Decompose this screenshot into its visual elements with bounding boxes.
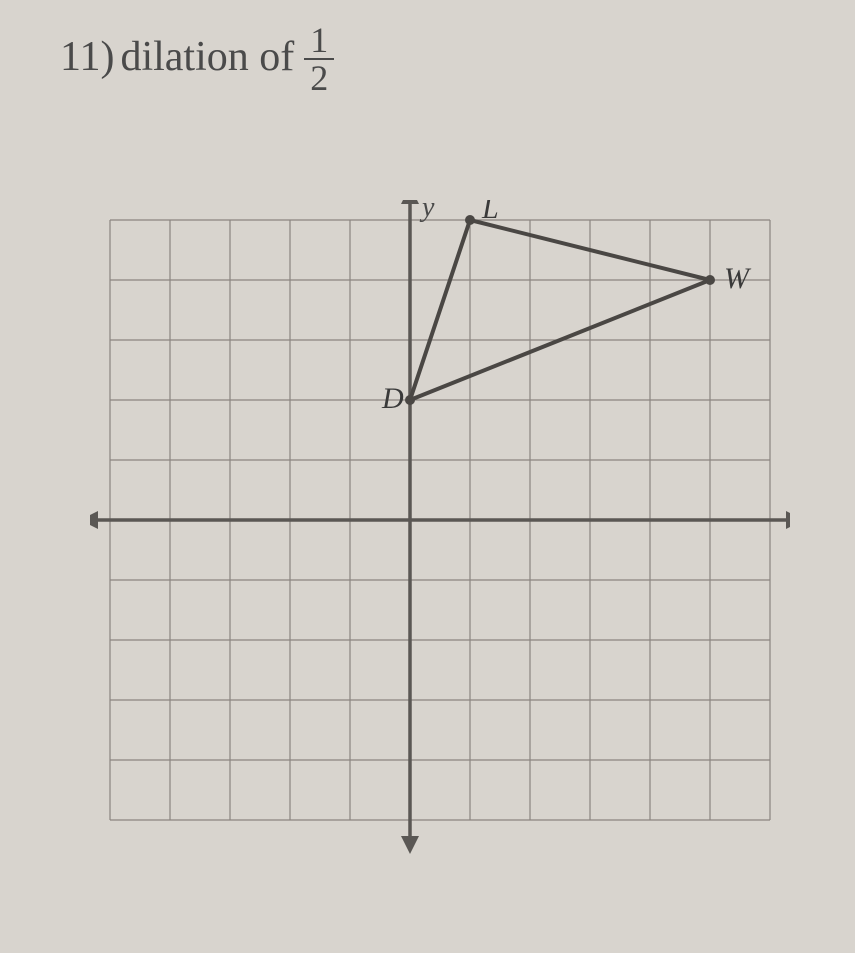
svg-text:y: y xyxy=(419,200,435,223)
svg-text:W: W xyxy=(724,262,752,295)
coordinate-graph: yxDLW xyxy=(90,200,790,880)
fraction: 1 2 xyxy=(304,22,334,96)
question-line: 11) dilation of 1 2 xyxy=(60,20,334,94)
question-number: 11) xyxy=(60,33,114,81)
svg-text:L: L xyxy=(481,200,499,225)
svg-text:D: D xyxy=(381,382,404,415)
graph-svg: yxDLW xyxy=(90,200,790,880)
question-text: dilation of xyxy=(120,33,294,81)
fraction-denominator: 2 xyxy=(304,58,334,96)
fraction-numerator: 1 xyxy=(304,22,334,58)
